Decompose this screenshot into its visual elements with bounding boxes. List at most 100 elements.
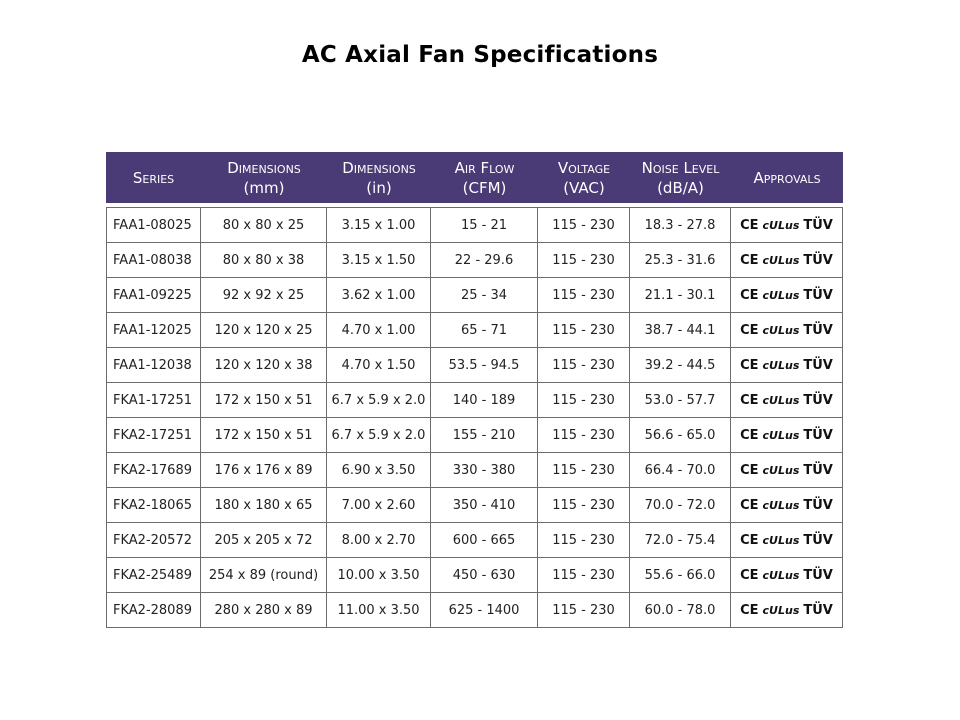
cell-voltage: 115 - 230 xyxy=(538,313,630,348)
cell-air-flow: 600 - 665 xyxy=(431,523,538,558)
ce-mark-icon: CE xyxy=(740,287,759,303)
ce-mark-icon: CE xyxy=(740,322,759,338)
cell-approvals: CE cULus TÜV xyxy=(731,593,843,628)
approval-marks: CE cULus TÜV xyxy=(740,358,833,373)
cell-series: FKA2-28089 xyxy=(106,593,201,628)
cell-series: FAA1-12038 xyxy=(106,348,201,383)
approval-marks: CE cULus TÜV xyxy=(740,253,833,268)
ce-mark-icon: CE xyxy=(740,392,759,408)
cell-noise-level: 60.0 - 78.0 xyxy=(630,593,731,628)
header-air-flow: Air Flow (CFM) xyxy=(431,152,538,203)
cell-voltage: 115 - 230 xyxy=(538,418,630,453)
tuv-mark-icon: TÜV xyxy=(803,357,833,373)
cell-series: FAA1-12025 xyxy=(106,313,201,348)
ce-mark-icon: CE xyxy=(740,497,759,513)
cell-air-flow: 155 - 210 xyxy=(431,418,538,453)
cell-dimensions-mm: 80 x 80 x 38 xyxy=(201,243,327,278)
cell-dimensions-in: 11.00 x 3.50 xyxy=(327,593,431,628)
approval-marks: CE cULus TÜV xyxy=(740,393,833,408)
ul-mark-icon: cULus xyxy=(762,253,800,267)
table-row: FAA1-08038 80 x 80 x 38 3.15 x 1.50 22 - 29… xyxy=(106,243,843,278)
cell-noise-level: 38.7 - 44.1 xyxy=(630,313,731,348)
header-series: Series xyxy=(106,152,201,203)
cell-series: FKA2-18065 xyxy=(106,488,201,523)
cell-noise-level: 55.6 - 66.0 xyxy=(630,558,731,593)
cell-dimensions-in: 6.90 x 3.50 xyxy=(327,453,431,488)
cell-air-flow: 15 - 21 xyxy=(431,207,538,243)
cell-approvals: CE cULus TÜV xyxy=(731,383,843,418)
cell-dimensions-in: 4.70 x 1.50 xyxy=(327,348,431,383)
tuv-mark-icon: TÜV xyxy=(803,252,833,268)
cell-approvals: CE cULus TÜV xyxy=(731,523,843,558)
approval-marks: CE cULus TÜV xyxy=(740,568,833,583)
cell-air-flow: 140 - 189 xyxy=(431,383,538,418)
page-title: AC Axial Fan Specifications xyxy=(301,42,659,68)
tuv-mark-icon: TÜV xyxy=(803,497,833,513)
tuv-mark-icon: TÜV xyxy=(803,567,833,583)
cell-voltage: 115 - 230 xyxy=(538,453,630,488)
tuv-mark-icon: TÜV xyxy=(803,462,833,478)
cell-dimensions-mm: 172 x 150 x 51 xyxy=(201,418,327,453)
cell-air-flow: 25 - 34 xyxy=(431,278,538,313)
approval-marks: CE cULus TÜV xyxy=(740,498,833,513)
ul-mark-icon: cULus xyxy=(762,463,800,477)
tuv-mark-icon: TÜV xyxy=(803,532,833,548)
cell-approvals: CE cULus TÜV xyxy=(731,207,843,243)
ul-mark-icon: cULus xyxy=(762,358,800,372)
approval-marks: CE cULus TÜV xyxy=(740,463,833,478)
header-voltage: Voltage (VAC) xyxy=(538,152,630,203)
cell-air-flow: 65 - 71 xyxy=(431,313,538,348)
approval-marks: CE cULus TÜV xyxy=(740,218,833,233)
cell-noise-level: 18.3 - 27.8 xyxy=(630,207,731,243)
cell-dimensions-mm: 172 x 150 x 51 xyxy=(201,383,327,418)
tuv-mark-icon: TÜV xyxy=(803,322,833,338)
ul-mark-icon: cULus xyxy=(762,288,800,302)
cell-series: FAA1-08038 xyxy=(106,243,201,278)
approval-marks: CE cULus TÜV xyxy=(740,603,833,618)
table-row: FKA1-17251 172 x 150 x 51 6.7 x 5.9 x 2.0 1… xyxy=(106,383,843,418)
table-row: FKA2-17689 176 x 176 x 89 6.90 x 3.50 330 -… xyxy=(106,453,843,488)
approval-marks: CE cULus TÜV xyxy=(740,428,833,443)
cell-voltage: 115 - 230 xyxy=(538,558,630,593)
ul-mark-icon: cULus xyxy=(762,498,800,512)
table-row: FKA2-18065 180 x 180 x 65 7.00 x 2.60 350 -… xyxy=(106,488,843,523)
table-row: FKA2-28089 280 x 280 x 89 11.00 x 3.50 625 … xyxy=(106,593,843,628)
cell-dimensions-mm: 176 x 176 x 89 xyxy=(201,453,327,488)
ce-mark-icon: CE xyxy=(740,217,759,233)
table-row: FKA2-20572 205 x 205 x 72 8.00 x 2.70 600 -… xyxy=(106,523,843,558)
cell-dimensions-in: 10.00 x 3.50 xyxy=(327,558,431,593)
cell-series: FKA2-20572 xyxy=(106,523,201,558)
tuv-mark-icon: TÜV xyxy=(803,392,833,408)
cell-approvals: CE cULus TÜV xyxy=(731,243,843,278)
cell-noise-level: 70.0 - 72.0 xyxy=(630,488,731,523)
cell-dimensions-mm: 205 x 205 x 72 xyxy=(201,523,327,558)
ul-mark-icon: cULus xyxy=(762,393,800,407)
cell-noise-level: 66.4 - 70.0 xyxy=(630,453,731,488)
cell-voltage: 115 - 230 xyxy=(538,488,630,523)
cell-approvals: CE cULus TÜV xyxy=(731,278,843,313)
cell-air-flow: 53.5 - 94.5 xyxy=(431,348,538,383)
cell-dimensions-in: 3.15 x 1.00 xyxy=(327,207,431,243)
cell-air-flow: 350 - 410 xyxy=(431,488,538,523)
table-body: FAA1-08025 80 x 80 x 25 3.15 x 1.00 15 - 21… xyxy=(106,207,843,628)
tuv-mark-icon: TÜV xyxy=(803,602,833,618)
header-row: Series Dimensions (mm) Dimensions (in) Air… xyxy=(106,152,843,203)
ul-mark-icon: cULus xyxy=(762,568,800,582)
tuv-mark-icon: TÜV xyxy=(803,217,833,233)
cell-dimensions-in: 6.7 x 5.9 x 2.0 xyxy=(327,383,431,418)
cell-dimensions-mm: 80 x 80 x 25 xyxy=(201,207,327,243)
table-row: FAA1-12025 120 x 120 x 25 4.70 x 1.00 65 - … xyxy=(106,313,843,348)
cell-approvals: CE cULus TÜV xyxy=(731,558,843,593)
cell-voltage: 115 - 230 xyxy=(538,207,630,243)
cell-series: FKA2-25489 xyxy=(106,558,201,593)
ul-mark-icon: cULus xyxy=(762,428,800,442)
cell-voltage: 115 - 230 xyxy=(538,243,630,278)
cell-dimensions-mm: 120 x 120 x 25 xyxy=(201,313,327,348)
table-row: FKA2-17251 172 x 150 x 51 6.7 x 5.9 x 2.0 1… xyxy=(106,418,843,453)
cell-voltage: 115 - 230 xyxy=(538,593,630,628)
ce-mark-icon: CE xyxy=(740,532,759,548)
table-row: FAA1-08025 80 x 80 x 25 3.15 x 1.00 15 - 21… xyxy=(106,207,843,243)
ul-mark-icon: cULus xyxy=(762,323,800,337)
cell-dimensions-mm: 120 x 120 x 38 xyxy=(201,348,327,383)
cell-series: FAA1-09225 xyxy=(106,278,201,313)
